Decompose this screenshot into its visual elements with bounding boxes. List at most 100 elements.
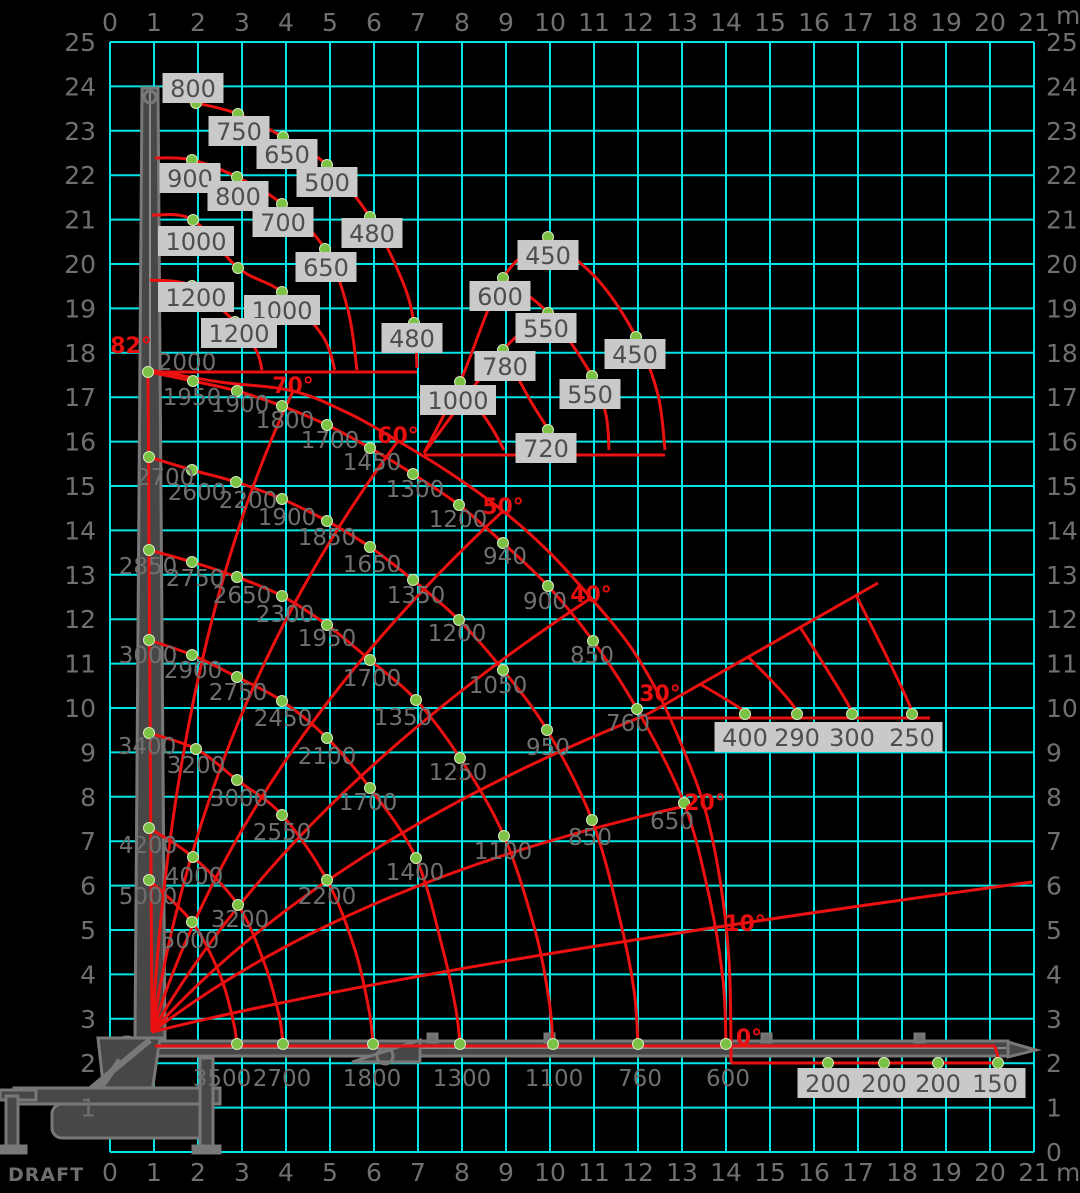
y-axis-tick-right: 25 xyxy=(1046,28,1078,57)
load-label: 2300 xyxy=(256,602,315,628)
load-label: 400 xyxy=(722,724,768,752)
load-point xyxy=(739,708,751,720)
x-axis-tick-top: 2 xyxy=(190,8,206,37)
load-label: 1800 xyxy=(343,1066,402,1092)
x-axis-tick-top: 10 xyxy=(534,8,566,37)
load-label: 1000 xyxy=(427,387,488,415)
load-label: 150 xyxy=(972,1070,1018,1098)
x-axis-tick-top: 6 xyxy=(366,8,382,37)
load-label: 4000 xyxy=(165,864,224,890)
y-axis-tick-right: 19 xyxy=(1046,294,1078,323)
y-axis-tick-left: 23 xyxy=(64,117,96,146)
load-point xyxy=(143,544,155,556)
load-point xyxy=(231,571,243,583)
load-point xyxy=(276,695,288,707)
y-axis-tick-right: 2 xyxy=(1046,1049,1062,1078)
x-axis-tick-bottom: 4 xyxy=(278,1158,294,1187)
curve-fan30-a4 xyxy=(854,594,914,713)
y-axis-tick-right: 15 xyxy=(1046,472,1078,501)
x-axis-tick-top: 0 xyxy=(102,8,118,37)
x-axis-tick-bottom: 8 xyxy=(454,1158,470,1187)
load-point xyxy=(231,671,243,683)
angle-label: 20° xyxy=(684,791,726,816)
load-label-box xyxy=(559,379,621,409)
load-point xyxy=(542,580,554,592)
load-point xyxy=(276,590,288,602)
load-label: 480 xyxy=(349,220,395,248)
y-axis-tick-left: 9 xyxy=(80,738,96,767)
load-label: 5000 xyxy=(161,928,220,954)
load-label: 1250 xyxy=(429,760,488,786)
load-point xyxy=(321,874,333,886)
curve-s5 xyxy=(148,731,375,1045)
load-label: 750 xyxy=(216,118,262,146)
crane-boom-section-mark xyxy=(760,1032,773,1044)
capacity-labels-plain: 2000195019001800170014501300120094090085… xyxy=(118,350,750,1092)
load-label: 650 xyxy=(650,809,694,835)
curve-line-10 xyxy=(151,880,1033,1034)
y-axis-tick-left: 18 xyxy=(64,339,96,368)
x-axis-tick-bottom: 18 xyxy=(886,1158,918,1187)
y-axis-tick-right: 17 xyxy=(1046,383,1078,412)
load-point xyxy=(632,1038,644,1050)
load-point xyxy=(586,814,598,826)
load-label: 940 xyxy=(483,544,527,570)
load-point xyxy=(143,634,155,646)
angle-label: 0° xyxy=(736,1026,762,1051)
load-point xyxy=(321,619,333,631)
crane-boom-section-mark xyxy=(913,1032,926,1044)
y-axis-tick-right: 13 xyxy=(1046,561,1078,590)
y-axis-tick-left: 19 xyxy=(64,294,96,323)
load-label: 850 xyxy=(568,825,612,851)
load-point xyxy=(407,574,419,586)
y-axis-tick-right: 18 xyxy=(1046,339,1078,368)
y-axis-tick-right: 3 xyxy=(1046,1005,1062,1034)
load-point xyxy=(276,400,288,412)
draft-watermark: DRAFT xyxy=(8,1164,85,1186)
grid xyxy=(109,41,1035,1153)
load-point xyxy=(143,822,155,834)
x-axis-tick-bottom: 17 xyxy=(842,1158,874,1187)
load-label: 1100 xyxy=(474,839,533,865)
outrigger-foot-left xyxy=(0,1144,28,1155)
load-point xyxy=(547,1038,559,1050)
load-label: 3000 xyxy=(210,786,269,812)
load-point xyxy=(186,464,198,476)
angle-label: 30° xyxy=(639,682,681,707)
load-point xyxy=(791,708,803,720)
load-point xyxy=(720,1038,732,1050)
load-label: 800 xyxy=(215,183,261,211)
y-axis-tick-right: 5 xyxy=(1046,916,1062,945)
load-label-box xyxy=(158,226,234,256)
y-axis-tick-left: 2 xyxy=(80,1049,96,1078)
load-label: 600 xyxy=(477,283,523,311)
load-label: 2750 xyxy=(209,680,268,706)
load-label: 1200 xyxy=(428,621,487,647)
load-label: 550 xyxy=(567,381,613,409)
load-point xyxy=(497,537,509,549)
load-label: 1200 xyxy=(208,320,269,348)
load-label: 1000 xyxy=(165,228,226,256)
load-point xyxy=(410,694,422,706)
angle-label: 82° xyxy=(110,334,152,359)
load-point xyxy=(321,419,333,431)
load-point xyxy=(364,541,376,553)
load-label: 1300 xyxy=(386,477,445,503)
load-label: 1900 xyxy=(258,505,317,531)
load-label: 650 xyxy=(303,254,349,282)
y-axis-tick-right: 24 xyxy=(1046,72,1078,101)
angle-label: 70° xyxy=(272,374,314,399)
load-label-box xyxy=(341,218,403,248)
load-label-box xyxy=(964,1068,1026,1098)
load-label: 1350 xyxy=(387,583,446,609)
angle-label: 40° xyxy=(570,583,612,608)
load-label-box xyxy=(469,281,531,311)
load-label: 2600 xyxy=(168,480,227,506)
load-label: 1700 xyxy=(301,428,360,454)
load-label: 760 xyxy=(618,1066,662,1092)
load-label: 290 xyxy=(774,724,820,752)
curve-line-50 xyxy=(150,509,505,1033)
y-axis-tick-right: 21 xyxy=(1046,206,1078,235)
y-axis-tick-right: 16 xyxy=(1046,428,1078,457)
